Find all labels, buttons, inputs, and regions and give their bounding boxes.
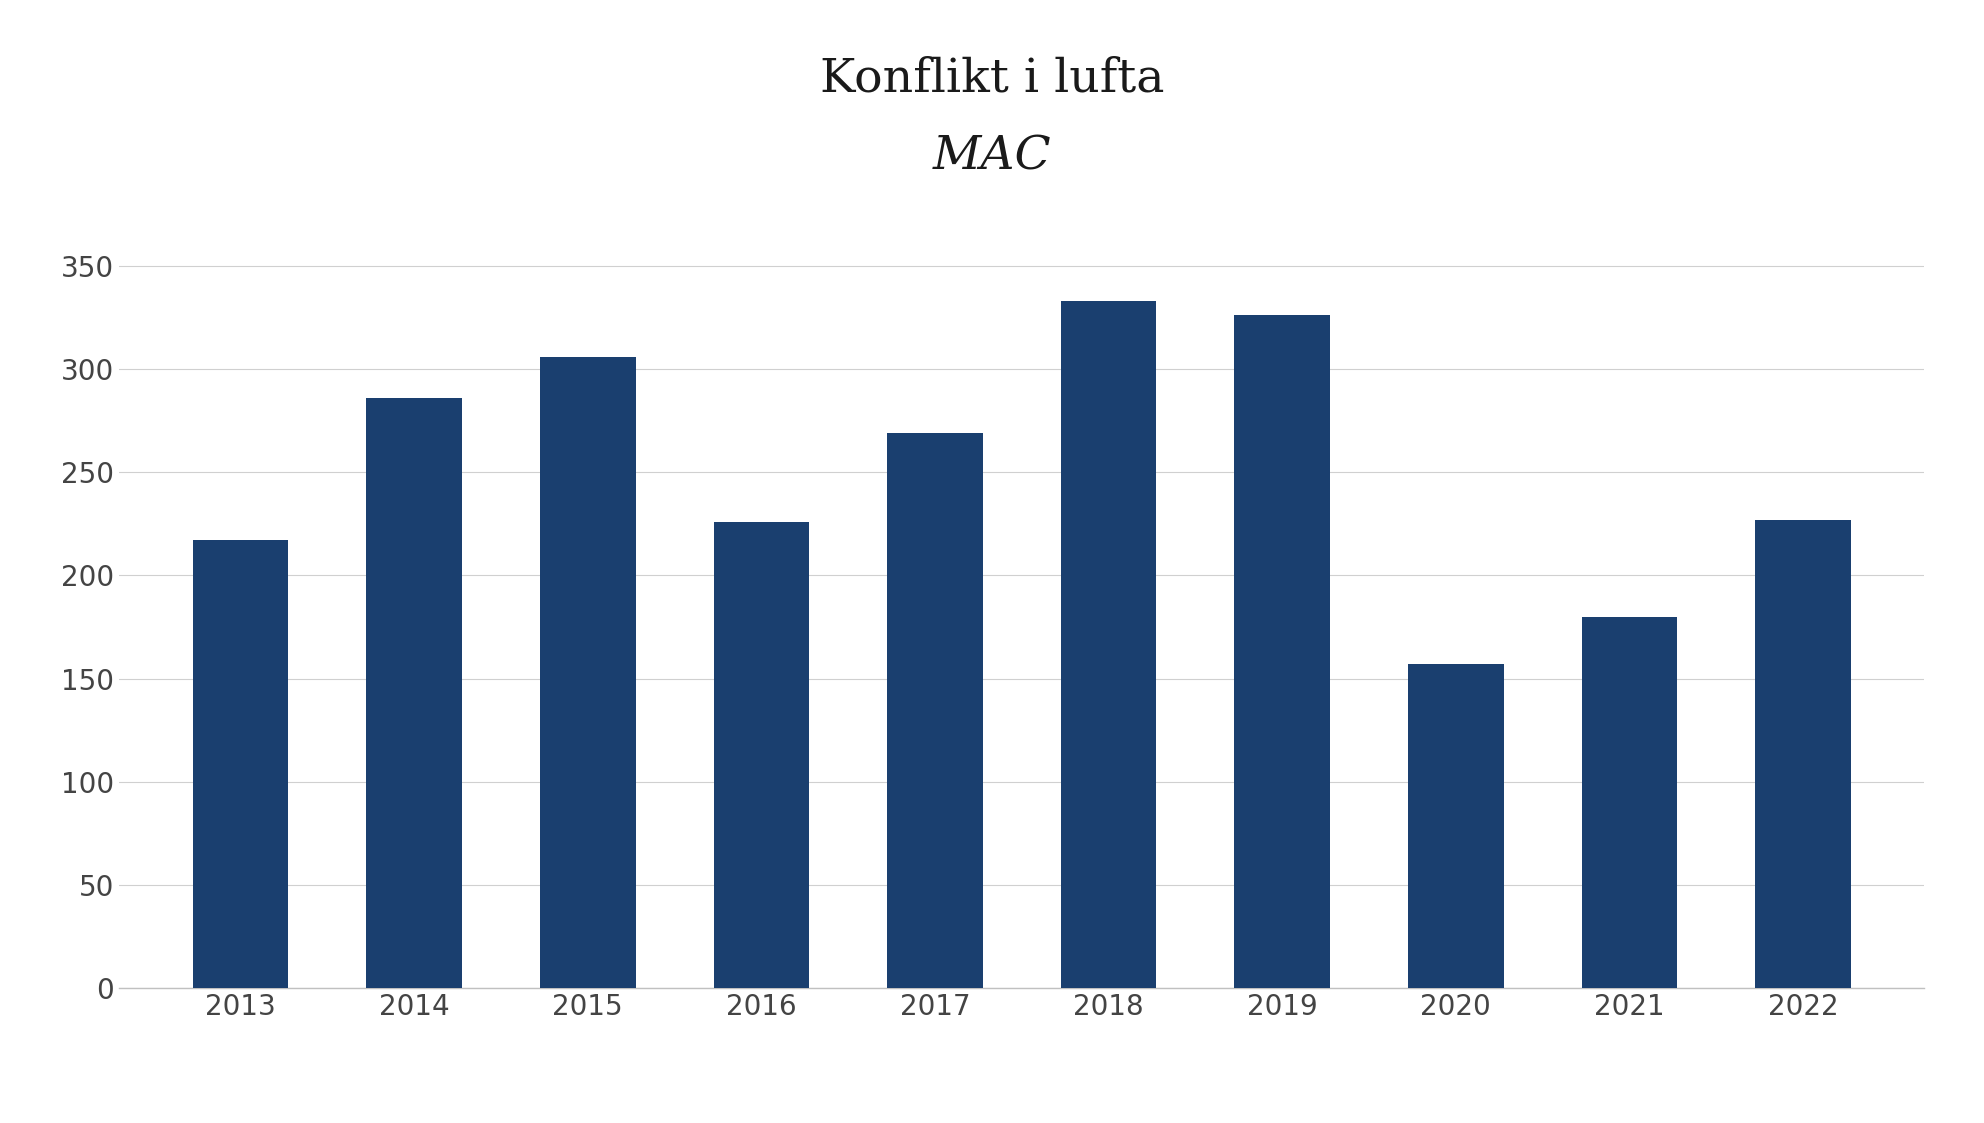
Bar	[714, 522, 809, 988]
Text: Konflikt i lufta: Konflikt i lufta	[819, 56, 1165, 101]
Bar	[540, 357, 635, 988]
Bar	[1409, 664, 1504, 988]
Text: MAC: MAC	[932, 135, 1052, 180]
Bar	[367, 398, 462, 988]
Bar	[192, 540, 288, 988]
Bar	[887, 433, 982, 988]
Bar	[1061, 301, 1157, 988]
Bar	[1234, 316, 1329, 988]
Bar	[1756, 520, 1851, 988]
Bar	[1581, 617, 1676, 988]
